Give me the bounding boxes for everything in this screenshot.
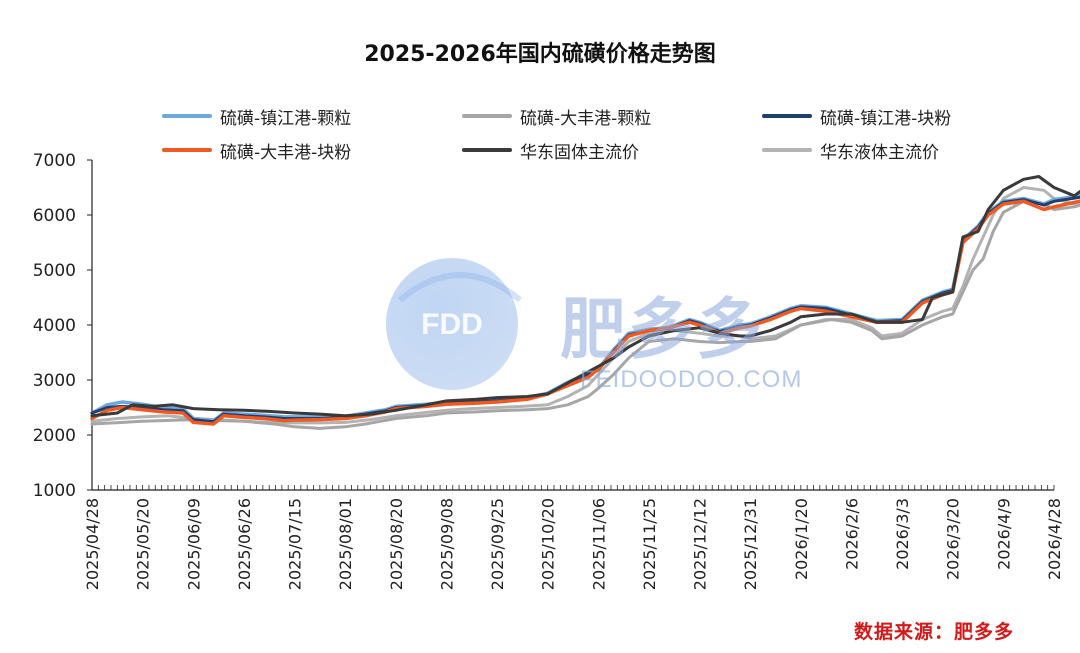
x-tick-label: 2025/07/15	[286, 498, 305, 590]
tick-labels: 1000 2000 3000 4000 5000 6000 7000 2025/04/28 20…	[33, 151, 1064, 590]
x-tick-label: 2025/08/01	[336, 498, 355, 590]
series-lines	[90, 175, 1080, 430]
legend-label: 硫磺-镇江港-颗粒	[220, 108, 352, 129]
x-tick-label: 2025/08/20	[387, 498, 406, 590]
legend-item-dafeng-granule: 硫磺-大丰港-颗粒	[462, 104, 652, 129]
legend-item-dafeng-lump: 硫磺-大丰港-块粉	[162, 138, 352, 163]
x-tick-label: 2025/04/28	[83, 498, 102, 590]
legend-swatch	[462, 148, 512, 152]
y-tick-label: 7000	[33, 151, 76, 171]
watermark-logo-text: FDD	[421, 308, 483, 341]
axes	[87, 159, 1055, 491]
x-tick-label: 2026/1/20	[792, 498, 811, 580]
legend-swatch	[162, 114, 212, 118]
x-tick-label: 2026/4/28	[1045, 498, 1064, 580]
chart-title: 2025-2026年国内硫磺价格走势图	[364, 42, 716, 67]
y-tick-label: 6000	[33, 206, 76, 226]
legend-swatch	[762, 114, 812, 118]
legend-label: 硫磺-大丰港-块粉	[220, 142, 352, 163]
legend-swatch	[462, 114, 512, 118]
x-tick-label: 2025/12/12	[691, 498, 710, 590]
legend-item-zhenjiang-granule: 硫磺-镇江港-颗粒	[162, 104, 352, 129]
x-tick-label: 2026/2/6	[842, 498, 861, 570]
legend-item-east-solid: 华东固体主流价	[462, 138, 639, 163]
legend-label: 硫磺-镇江港-块粉	[820, 108, 952, 129]
legend-item-east-liquid: 华东液体主流价	[762, 138, 939, 163]
legend-label: 华东固体主流价	[520, 142, 639, 163]
x-tick-label: 2026/3/3	[893, 498, 912, 570]
x-tick-label: 2025/09/08	[437, 498, 456, 590]
y-tick-label: 4000	[33, 316, 76, 336]
y-tick-label: 1000	[33, 481, 76, 501]
legend-label: 硫磺-大丰港-颗粒	[520, 108, 652, 129]
legend-swatch	[762, 148, 812, 152]
y-tick-label: 5000	[33, 261, 76, 281]
watermark-name: 肥多多	[560, 291, 764, 368]
legend-label: 华东液体主流价	[820, 142, 939, 163]
watermark-logo: FDD	[386, 258, 518, 390]
legend-item-zhenjiang-lump: 硫磺-镇江港-块粉	[762, 104, 952, 129]
x-tick-label: 2026/3/20	[944, 498, 963, 580]
x-tick-label: 2026/4/9	[994, 498, 1013, 570]
x-tick-label: 2025/05/20	[134, 498, 153, 590]
series-line-1	[90, 199, 1080, 430]
x-tick-label: 2025/10/20	[539, 498, 558, 590]
legend-swatch	[162, 148, 212, 152]
watermark-url: FEIDOODOO.COM	[580, 366, 803, 393]
y-tick-label: 2000	[33, 426, 76, 446]
x-tick-label: 2025/12/31	[741, 498, 760, 590]
series-line-4	[90, 175, 1080, 418]
x-tick-label: 2025/06/09	[184, 498, 203, 590]
x-tick-label: 2025/11/06	[589, 498, 608, 590]
x-tick-label: 2025/09/25	[488, 498, 507, 590]
y-tick-label: 3000	[33, 371, 76, 391]
x-tick-label: 2025/06/26	[235, 498, 254, 590]
x-tick-label: 2025/11/25	[640, 498, 659, 590]
data-source-label: 数据来源：肥多多	[853, 621, 1014, 643]
legend: 硫磺-镇江港-颗粒 硫磺-大丰港-颗粒 硫磺-镇江港-块粉 硫磺-大丰港-块粉 …	[162, 104, 1042, 164]
